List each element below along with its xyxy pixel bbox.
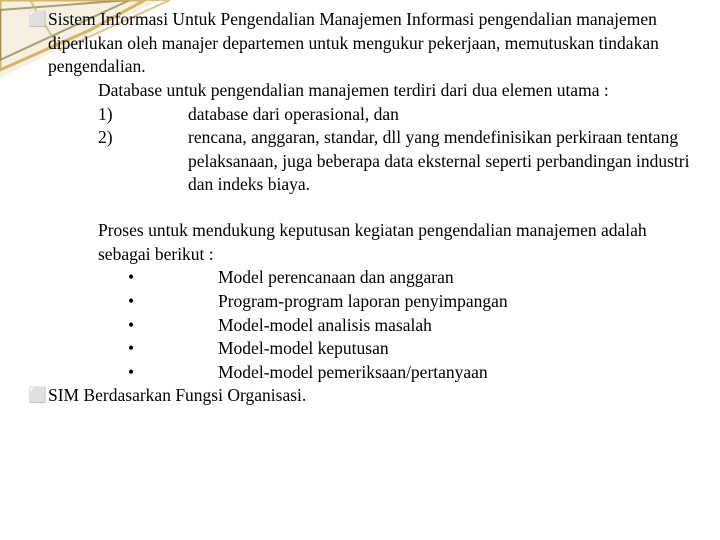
numbered-item-2: 2) rencana, anggaran, standar, dll yang … xyxy=(28,126,690,197)
dot-icon: • xyxy=(128,337,218,361)
num-text: database dari operasional, dan xyxy=(188,103,690,127)
numbered-item-1: 1) database dari operasional, dan xyxy=(28,103,690,127)
dot-item-5: • Model-model pemeriksaan/pertanyaan xyxy=(28,361,690,385)
dot-icon: • xyxy=(128,314,218,338)
section1-heading: Sistem Informasi Untuk Pengendalian Mana… xyxy=(48,8,690,79)
dot-text: Model-model keputusan xyxy=(218,337,690,361)
dot-text: Program-program laporan penyimpangan xyxy=(218,290,690,314)
dot-item-3: • Model-model analisis masalah xyxy=(28,314,690,338)
bullet-square-icon: ⬜ xyxy=(28,384,48,406)
dot-text: Model perencanaan dan anggaran xyxy=(218,266,690,290)
num-text: rencana, anggaran, standar, dll yang men… xyxy=(188,126,690,197)
slide-content: ⬜ Sistem Informasi Untuk Pengendalian Ma… xyxy=(0,0,720,408)
num-label: 2) xyxy=(98,126,188,197)
dot-item-2: • Program-program laporan penyimpangan xyxy=(28,290,690,314)
section3-text: SIM Berdasarkan Fungsi Organisasi. xyxy=(48,384,690,408)
dot-text: Model-model analisis masalah xyxy=(218,314,690,338)
dot-icon: • xyxy=(128,266,218,290)
section1-subintro: Database untuk pengendalian manajemen te… xyxy=(28,79,690,103)
bullet-square-icon: ⬜ xyxy=(28,8,48,30)
bullet-item-1: ⬜ Sistem Informasi Untuk Pengendalian Ma… xyxy=(28,8,690,79)
bullet-item-2: ⬜ SIM Berdasarkan Fungsi Organisasi. xyxy=(28,384,690,408)
dot-icon: • xyxy=(128,361,218,385)
num-label: 1) xyxy=(98,103,188,127)
dot-text: Model-model pemeriksaan/pertanyaan xyxy=(218,361,690,385)
dot-item-1: • Model perencanaan dan anggaran xyxy=(28,266,690,290)
section2-intro: Proses untuk mendukung keputusan kegiata… xyxy=(28,219,690,266)
dot-item-4: • Model-model keputusan xyxy=(28,337,690,361)
dot-icon: • xyxy=(128,290,218,314)
